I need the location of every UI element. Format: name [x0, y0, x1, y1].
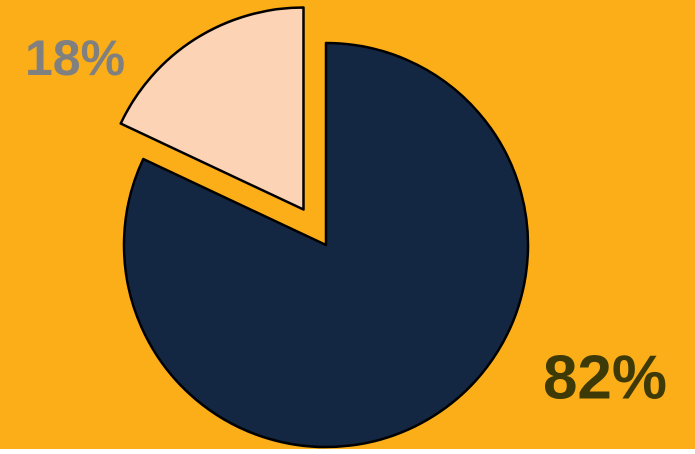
data-label: 18%	[25, 30, 125, 86]
pie-slice	[119, 6, 305, 211]
pie-slice	[122, 41, 530, 449]
data-label: 82%	[543, 343, 667, 412]
